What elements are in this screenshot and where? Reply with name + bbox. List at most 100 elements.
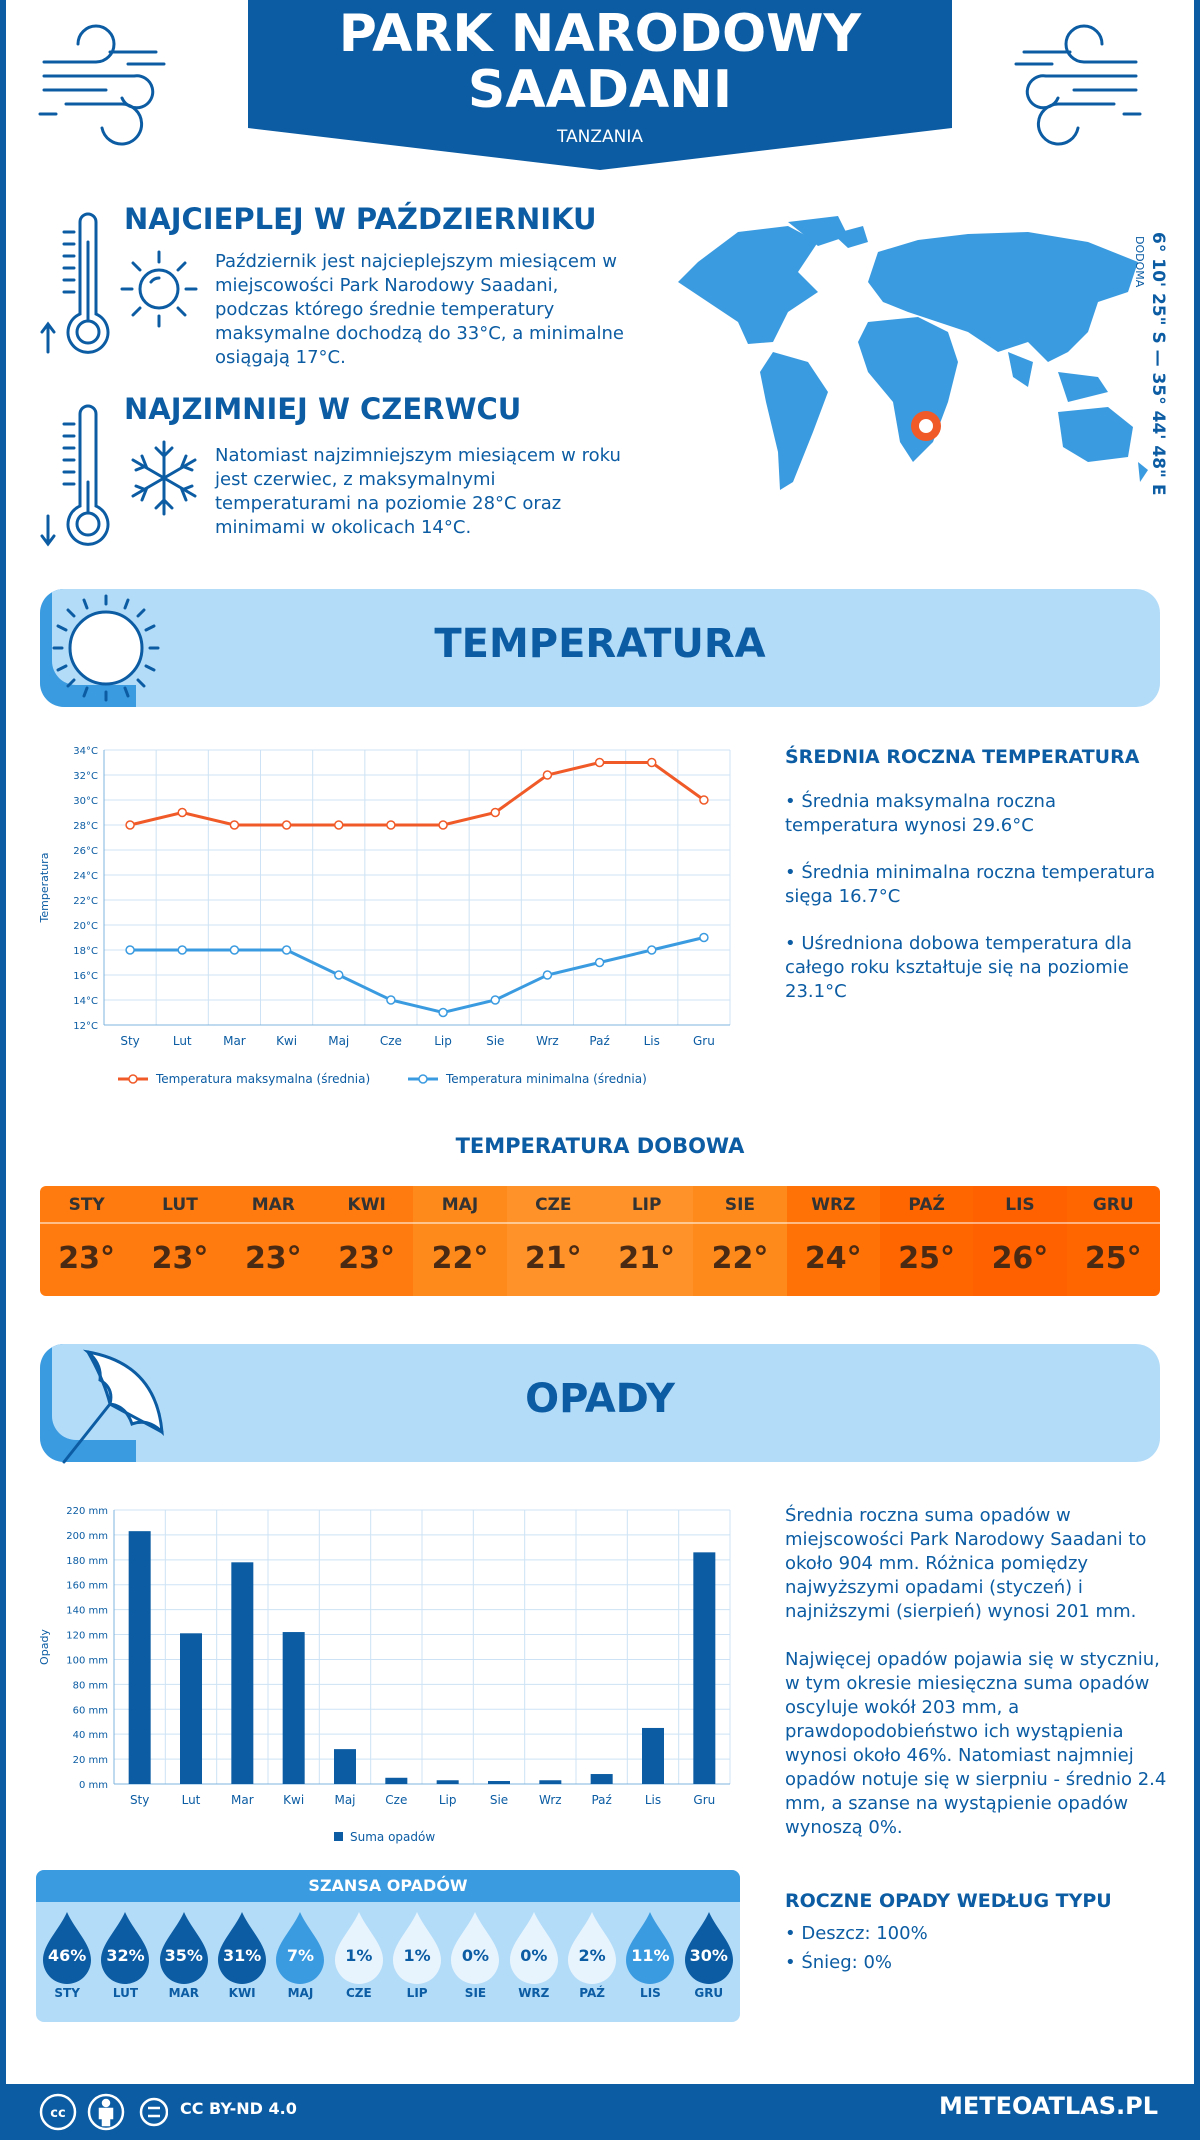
rain-chance-month: CZE <box>345 1986 372 2000</box>
x-tick-label: Sty <box>120 1034 139 1048</box>
rain-chance-item: 31% KWI <box>214 1910 270 2000</box>
raindrop-shape <box>684 1912 733 1984</box>
wind-icon <box>38 24 166 146</box>
x-tick-label: Gru <box>693 1793 715 1807</box>
y-tick-label: 160 mm <box>66 1581 108 1592</box>
title-line-2: SAADANI <box>467 60 733 120</box>
rain-chance-value: 31% <box>222 1946 262 1965</box>
precipitation-type-snow: • Śnieg: 0% <box>785 1952 893 1973</box>
person-icon <box>87 2093 125 2131</box>
rain-chance-value: 30% <box>689 1946 728 1965</box>
umbrella-icon <box>62 1349 164 1464</box>
temperature-side-title: ŚREDNIA ROCZNA TEMPERATURA <box>785 746 1140 768</box>
raindrop-shape <box>626 1912 675 1984</box>
data-point <box>490 807 500 818</box>
daily-temp-month: MAR <box>226 1186 320 1224</box>
bar <box>128 1531 151 1784</box>
header-band <box>248 0 952 170</box>
data-point <box>281 820 292 830</box>
data-point <box>438 1007 448 1018</box>
legend-marker <box>128 1074 138 1084</box>
bar <box>693 1552 716 1784</box>
svg-text:cc: cc <box>50 2106 65 2121</box>
daily-temp-value: 21° <box>618 1241 675 1276</box>
y-tick-label: 28°C <box>73 821 98 832</box>
y-tick-label: 26°C <box>73 846 98 857</box>
precipitation-paragraph-1: Średnia roczna suma opadów w miejscowośc… <box>785 1505 1147 1622</box>
y-tick-label: 34°C <box>73 746 98 757</box>
y-tick-label: 120 mm <box>66 1631 108 1642</box>
daily-temp-cell: SIE 22° <box>693 1186 787 1296</box>
warmest-title: NAJCIEPLEJ W PAŹDZIERNIKU <box>124 202 597 236</box>
x-tick-label: Gru <box>693 1034 715 1048</box>
raindrop-icon <box>43 1912 92 1984</box>
country-label: TANZANIA <box>556 127 644 147</box>
daily-temp-month: LUT <box>133 1186 227 1224</box>
daily-temperature-title: TEMPERATURA DOBOWA <box>455 1134 745 1158</box>
daily-temp-month: WRZ <box>786 1186 880 1224</box>
daily-temp-cell: GRU 25° <box>1066 1186 1160 1296</box>
rain-chance-value: 11% <box>631 1946 670 1965</box>
raindrop-icon <box>393 1912 442 1984</box>
data-point <box>647 945 657 955</box>
rain-chance-month: KWI <box>228 1986 256 2000</box>
y-tick-label: 180 mm <box>66 1556 108 1567</box>
legend-marker <box>418 1074 428 1084</box>
legend-label: Temperatura minimalna (średnia) <box>445 1072 647 1086</box>
raindrop-shape <box>101 1912 150 1984</box>
rain-chance-value: 46% <box>48 1946 87 1965</box>
data-point <box>281 945 292 955</box>
raindrop-icon <box>451 1912 500 1984</box>
bar <box>231 1562 254 1784</box>
snowflake-icon <box>131 440 197 516</box>
data-point <box>594 757 605 768</box>
license-icons: cc <box>39 2093 168 2131</box>
temperature-bullet-2: • Średnia minimalna roczna temperatura s… <box>785 862 1156 907</box>
coordinates-label: 6° 10' 25" S — 35° 44' 48" E <box>1148 232 1168 496</box>
rain-chance-item: 32% LUT <box>97 1910 153 2000</box>
daily-temp-value: 22° <box>711 1241 769 1276</box>
data-point <box>438 820 448 830</box>
daily-temperature-strip: STY 23° LUT 23° MAR 23° KWI 23° MAJ 22° CZE 21° LIP 2… <box>40 1186 1160 1296</box>
data-point <box>334 820 344 830</box>
data-point <box>177 807 187 818</box>
daily-temp-value: 22° <box>431 1241 489 1276</box>
y-axis-label: Temperatura <box>38 853 51 924</box>
x-tick-label: Lut <box>173 1034 192 1048</box>
y-tick-label: 100 mm <box>66 1655 108 1666</box>
wind-icon <box>1014 24 1142 146</box>
daily-temp-cell: WRZ 24° <box>786 1186 880 1296</box>
y-tick-label: 40 mm <box>73 1730 108 1741</box>
x-tick-label: Sie <box>490 1793 508 1807</box>
y-tick-label: 30°C <box>73 796 98 807</box>
y-tick-label: 140 mm <box>66 1606 108 1617</box>
x-tick-label: Kwi <box>283 1793 304 1807</box>
y-tick-label: 18°C <box>73 946 98 957</box>
daily-temp-cell: CZE 21° <box>506 1186 600 1296</box>
daily-temp-cell: KWI 23° <box>319 1186 414 1296</box>
rain-chance-value: 2% <box>578 1946 606 1965</box>
raindrop-icon <box>626 1912 675 1984</box>
rain-chance-value: 1% <box>345 1946 373 1965</box>
raindrop-shape <box>568 1912 617 1984</box>
daily-temp-value: 23° <box>58 1241 116 1276</box>
x-tick-label: Wrz <box>536 1034 559 1048</box>
rain-chance-value: 35% <box>164 1946 203 1965</box>
daily-temp-value: 25° <box>898 1241 955 1276</box>
site-link[interactable]: METEOATLAS.PL <box>938 2092 1158 2120</box>
raindrop-shape <box>43 1912 92 1984</box>
daily-temp-value: 23° <box>151 1241 209 1276</box>
data-point <box>229 945 240 955</box>
sun-icon <box>52 594 160 702</box>
rain-chance-item: 46% STY <box>39 1910 95 2000</box>
y-tick-label: 20 mm <box>73 1755 108 1766</box>
raindrop-icon <box>568 1912 617 1984</box>
warmest-text: Październik jest najcieplejszym miesiące… <box>215 251 624 368</box>
rain-chance-item: 30% GRU <box>681 1910 737 2000</box>
coldest-text: Natomiast najzimniejszym miesiącem w rok… <box>215 445 621 538</box>
raindrop-shape <box>276 1912 325 1984</box>
precipitation-type-title: ROCZNE OPADY WEDŁUG TYPU <box>785 1890 1112 1912</box>
rain-chance-month: WRZ <box>518 1986 550 2000</box>
rain-chance-month: LUT <box>112 1986 139 2000</box>
raindrop-icon <box>509 1912 558 1984</box>
